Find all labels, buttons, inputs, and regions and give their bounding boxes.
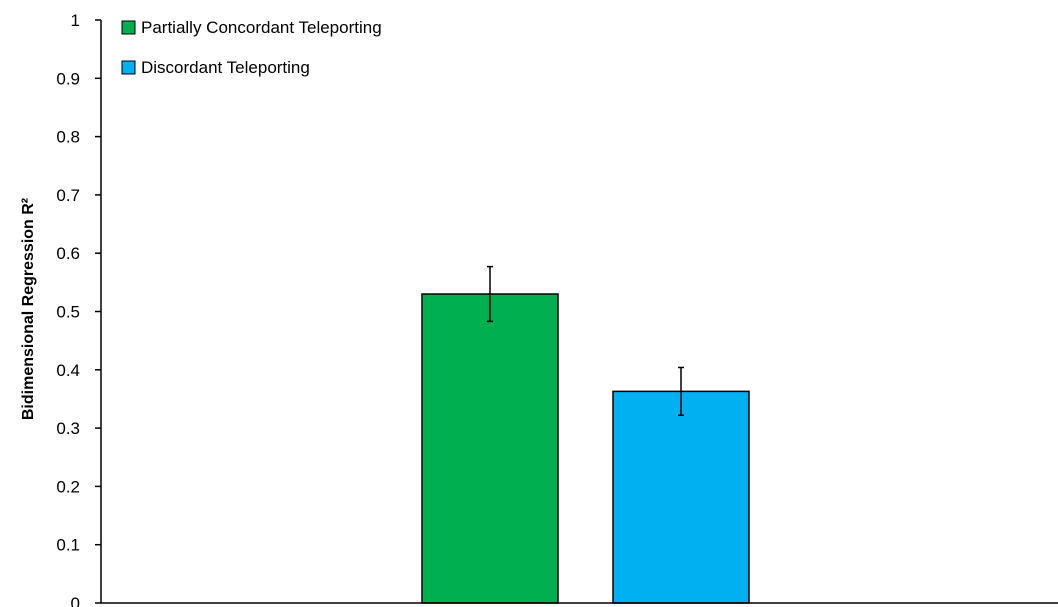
y-tick-label: 0.7 (56, 186, 80, 205)
y-tick-label: 0.4 (56, 361, 80, 380)
y-tick-labels: 0 0.1 0.2 0.3 0.4 0.5 0.6 0.7 0.8 0.9 1 (56, 11, 80, 607)
legend-label-discordant: Discordant Teleporting (141, 58, 310, 77)
y-tick-label: 0.8 (56, 128, 80, 147)
y-tick-label: 0.3 (56, 419, 80, 438)
bar-discordant (612, 390, 750, 604)
bar-partially-concordant (421, 293, 559, 604)
legend-swatch-discordant (121, 60, 136, 75)
legend-label-partially-concordant: Partially Concordant Teleporting (141, 18, 382, 37)
y-tick-marks (95, 19, 101, 604)
y-tick-label: 0.9 (56, 69, 80, 88)
y-tick-label: 0.5 (56, 303, 80, 322)
y-tick-label: 0.6 (56, 244, 80, 263)
legend-swatch-partially-concordant (121, 20, 136, 35)
y-tick-label: 1 (71, 11, 80, 30)
y-tick-label: 0.2 (56, 477, 80, 496)
y-tick-label: 0.1 (56, 536, 80, 555)
error-bars (487, 265, 684, 417)
legend: Partially Concordant Teleporting Discord… (121, 18, 382, 77)
bars (421, 293, 750, 604)
y-axis-title: Bidimensional Regression R² (20, 198, 37, 420)
y-tick-label: 0 (71, 594, 80, 607)
